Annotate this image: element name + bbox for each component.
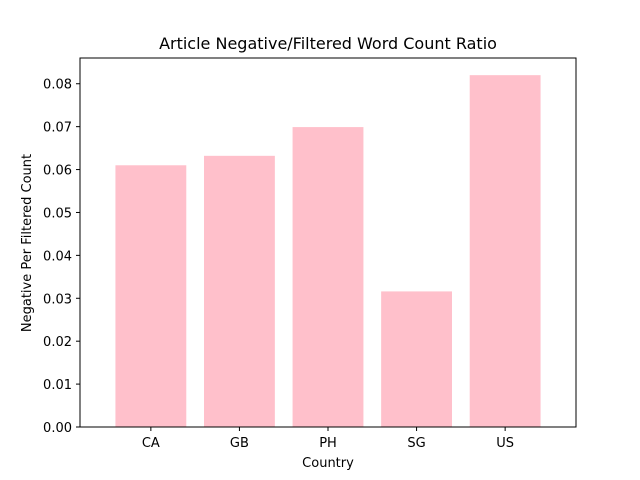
bars-layer xyxy=(115,75,541,428)
x-tick-label: GB xyxy=(230,436,249,451)
bar-ca xyxy=(115,165,187,427)
x-tick-label: CA xyxy=(142,436,160,451)
y-axis-label: Negative Per Filtered Count xyxy=(20,154,35,332)
bar-ph xyxy=(292,127,364,427)
x-tick-label: PH xyxy=(319,436,337,451)
x-tick-label: US xyxy=(496,436,514,451)
y-tick-label: 0.06 xyxy=(43,164,72,179)
plot-frame xyxy=(79,57,577,428)
y-tick-label: 0.01 xyxy=(43,378,72,393)
x-axis-label: Country xyxy=(302,456,354,471)
y-tick-label: 0.02 xyxy=(43,335,72,350)
x-axis-ticks: CA GB PH SG US xyxy=(142,427,514,451)
y-tick-label: 0.05 xyxy=(43,206,72,221)
y-axis-ticks: 0.00 0.01 0.02 0.03 0.04 0.05 0.06 0.07 0.08 xyxy=(43,78,80,436)
bar-gb xyxy=(204,155,275,427)
chart-title: Article Negative/Filtered Word Count Rat… xyxy=(159,34,497,53)
x-tick-label: SG xyxy=(407,436,425,451)
y-tick-label: 0.07 xyxy=(43,121,72,136)
y-tick-label: 0.04 xyxy=(43,249,72,264)
y-tick-label: 0.08 xyxy=(43,78,72,93)
y-tick-label: 0.00 xyxy=(43,421,72,436)
bar-us xyxy=(469,75,541,428)
bar-sg xyxy=(381,291,452,427)
y-tick-label: 0.03 xyxy=(43,292,72,307)
